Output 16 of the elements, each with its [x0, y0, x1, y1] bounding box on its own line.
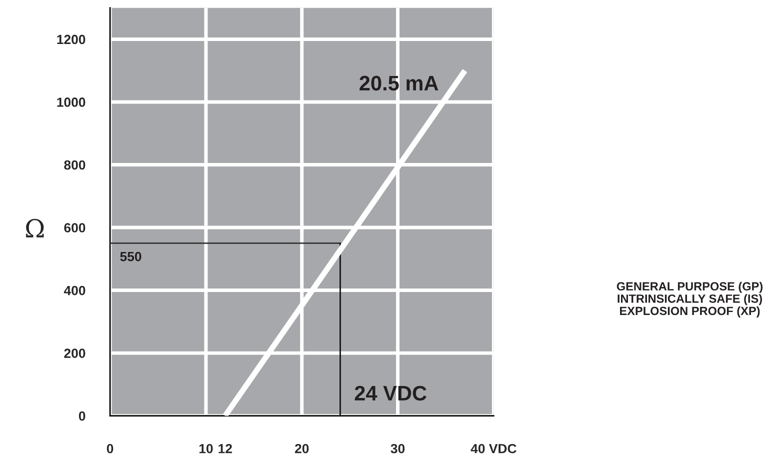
y-tick-label: 0: [78, 411, 86, 421]
y-tick-label: 1200: [57, 34, 86, 44]
x-tick-label: 0: [106, 444, 114, 454]
y-axis-title: Ω: [26, 218, 44, 238]
y-tick-label: 400: [64, 286, 86, 296]
y-tick-label: 800: [64, 160, 86, 170]
y-tick-label: 200: [64, 348, 86, 358]
x-tick-label: 10: [199, 444, 213, 454]
text: GENERAL PURPOSE (GP) INTRINSICALLY SAFE (IS) EXPLOSION PROOF (XP): [616, 282, 763, 318]
ref-line-label: 550: [120, 252, 142, 262]
x-tick-label: 20: [294, 444, 309, 454]
x-tick-label: 12: [218, 444, 232, 454]
x-tick-label: 40 VDC: [470, 444, 516, 454]
y-tick-label: 600: [64, 223, 86, 232]
x-tick-label: 30: [390, 444, 405, 454]
y-tick-label: 1000: [57, 98, 86, 107]
